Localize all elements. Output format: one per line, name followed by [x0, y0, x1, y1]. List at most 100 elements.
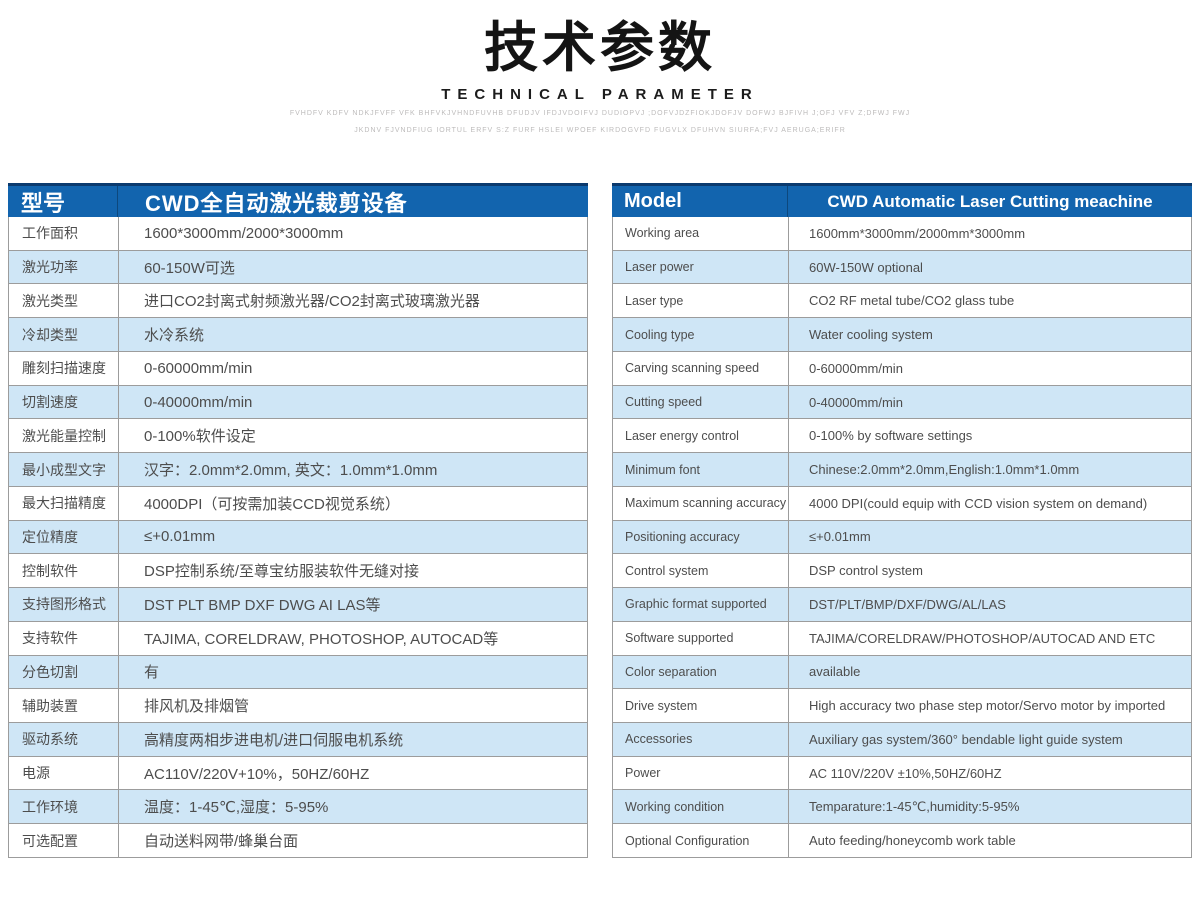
row-label: Working area — [613, 217, 789, 250]
row-label: 辅助装置 — [9, 689, 119, 723]
row-value: available — [809, 664, 861, 680]
header-label: 型号 — [8, 186, 118, 217]
row-value: Auxiliary gas system/360° bendable light… — [809, 731, 1123, 747]
row-value: ≤+0.01mm — [809, 529, 871, 545]
table-row: Working area 1600mm*3000mm/2000mm*3000mm — [613, 217, 1191, 250]
row-value: DSP控制系统/至尊宝纺服装软件无缝对接 — [144, 563, 420, 581]
table-row: 控制软件 DSP控制系统/至尊宝纺服装软件无缝对接 — [9, 553, 587, 588]
table-row: 最大扫描精度 4000DPI（可按需加装CCD视觉系统） — [9, 485, 587, 520]
row-value: 4000 DPI(could equip with CCD vision sys… — [809, 495, 1148, 511]
row-value: Water cooling system — [809, 327, 933, 343]
row-value: Temparature:1-45℃,humidity:5-95% — [809, 798, 1020, 814]
table-header-english: Model CWD Automatic Laser Cutting meachi… — [612, 183, 1192, 217]
tables-container: 型号 CWD全自动激光裁剪设备 工作面积 1600*3000mm/2000*300… — [8, 183, 1192, 858]
row-label: 可选配置 — [9, 824, 119, 857]
row-label: Cutting speed — [613, 385, 789, 419]
table-row: Cutting speed 0-40000mm/min — [613, 384, 1191, 419]
table-row: Graphic format supported DST/PLT/BMP/DXF/… — [613, 587, 1191, 621]
spec-table-english: Model CWD Automatic Laser Cutting meachi… — [612, 183, 1192, 858]
row-value: 1600*3000mm/2000*3000mm — [144, 224, 344, 242]
table-row: Minimum font Chinese:2.0mm*2.0mm,English:… — [613, 452, 1191, 486]
row-value: High accuracy two phase step motor/Servo… — [809, 698, 1166, 714]
page-title: 技术参数 — [484, 18, 716, 78]
table-row: 切割速度 0-40000mm/min — [9, 384, 587, 419]
table-row: Optional Configuration Auto feeding/honey… — [613, 823, 1191, 857]
row-label: Carving scanning speed — [613, 351, 789, 385]
table-row: 分色切割 有 — [9, 654, 587, 689]
table-row: Laser energy control 0-100% by software s… — [613, 418, 1191, 453]
row-value: Chinese:2.0mm*2.0mm,English:1.0mm*1.0mm — [809, 462, 1080, 477]
fineprint-line-2: JKDNV FJVNDFIUG IORTUL ERFV S:Z FURF HSL… — [354, 127, 846, 134]
row-label: Control system — [613, 554, 789, 588]
row-value: CO2 RF metal tube/CO2 glass tube — [809, 293, 1015, 309]
row-label: 支持软件 — [9, 621, 119, 655]
row-label: 切割速度 — [9, 385, 119, 419]
row-label: 控制软件 — [9, 554, 119, 588]
table-row: 可选配置 自动送料网带/蜂巢台面 — [9, 823, 587, 857]
header-label: Model — [612, 186, 788, 217]
row-value: 60W-150W optional — [809, 259, 923, 275]
row-value: 0-60000mm/min — [809, 360, 903, 376]
row-label: Laser energy control — [613, 419, 789, 453]
table-row: 驱动系统 高精度两相步进电机/进口伺服电机系统 — [9, 722, 587, 756]
row-value: DST/PLT/BMP/DXF/DWG/AL/LAS — [809, 596, 1006, 612]
table-row: Working condition Temparature:1-45℃,humid… — [613, 789, 1191, 824]
row-label: 最大扫描精度 — [9, 486, 119, 520]
row-label: Software supported — [613, 621, 789, 655]
table-row: Software supported TAJIMA/CORELDRAW/PHOTO… — [613, 620, 1191, 655]
header-value: CWD Automatic Laser Cutting meachine — [827, 191, 1153, 211]
row-value: 温度：1-45℃,湿度：5-95% — [144, 799, 329, 817]
row-label: 冷却类型 — [9, 318, 119, 351]
row-label: 激光类型 — [9, 284, 119, 318]
table-body-english: Working area 1600mm*3000mm/2000mm*3000mm L… — [612, 217, 1192, 858]
row-label: 定位精度 — [9, 520, 119, 554]
table-row: Power AC 110V/220V ±10%,50HZ/60HZ — [613, 755, 1191, 790]
row-label: Cooling type — [613, 318, 789, 351]
row-label: Power — [613, 756, 789, 790]
row-label: Accessories — [613, 723, 789, 756]
title-block: 技术参数 TECHNICAL PARAMETER FVHDFV KDFV NDK… — [0, 0, 1200, 139]
row-label: Optional Configuration — [613, 824, 789, 857]
row-label: 支持图形格式 — [9, 588, 119, 621]
row-value: 排风机及排烟管 — [144, 698, 250, 716]
table-row: Cooling type Water cooling system — [613, 317, 1191, 351]
table-row: 激光功率 60-150W可选 — [9, 249, 587, 284]
row-value: 0-40000mm/min — [809, 394, 903, 410]
row-value: DSP control system — [809, 563, 923, 579]
table-row: Color separation available — [613, 654, 1191, 689]
row-label: Laser type — [613, 284, 789, 318]
table-row: Maximum scanning accuracy 4000 DPI(could … — [613, 485, 1191, 520]
row-value: 0-60000mm/min — [144, 359, 253, 377]
row-label: Maximum scanning accuracy — [613, 486, 789, 520]
row-label: Positioning accuracy — [613, 520, 789, 554]
table-row: 电源 AC110V/220V+10%，50HZ/60HZ — [9, 755, 587, 790]
row-value: 4000DPI（可按需加装CCD视觉系统） — [144, 495, 400, 513]
table-row: 工作环境 温度：1-45℃,湿度：5-95% — [9, 789, 587, 824]
table-row: 辅助装置 排风机及排烟管 — [9, 688, 587, 723]
row-label: 分色切割 — [9, 655, 119, 689]
table-row: 激光能量控制 0-100%软件设定 — [9, 418, 587, 453]
table-header-chinese: 型号 CWD全自动激光裁剪设备 — [8, 183, 588, 217]
table-row: Laser type CO2 RF metal tube/CO2 glass tu… — [613, 283, 1191, 318]
row-label: 激光功率 — [9, 250, 119, 284]
table-row: Carving scanning speed 0-60000mm/min — [613, 350, 1191, 385]
row-value: 1600mm*3000mm/2000mm*3000mm — [809, 225, 1026, 241]
row-label: Color separation — [613, 655, 789, 689]
table-row: 激光类型 进口CO2封离式射频激光器/CO2封离式玻璃激光器 — [9, 283, 587, 318]
row-value: 有 — [144, 664, 160, 682]
row-value: 0-100% by software settings — [809, 428, 973, 444]
row-label: 电源 — [9, 756, 119, 790]
row-value: Auto feeding/honeycomb work table — [809, 833, 1016, 849]
row-value: 汉字：2.0mm*2.0mm, 英文：1.0mm*1.0mm — [144, 462, 438, 479]
row-value: 水冷系统 — [144, 327, 205, 345]
row-label: Working condition — [613, 790, 789, 824]
row-value: 自动送料网带/蜂巢台面 — [144, 833, 299, 851]
row-value: AC110V/220V+10%，50HZ/60HZ — [144, 765, 370, 783]
row-value: 0-100%软件设定 — [144, 428, 256, 446]
row-value: DST PLT BMP DXF DWG AI LAS等 — [144, 596, 381, 614]
table-row: 工作面积 1600*3000mm/2000*3000mm — [9, 217, 587, 250]
row-value: 进口CO2封离式射频激光器/CO2封离式玻璃激光器 — [144, 293, 480, 311]
table-body-chinese: 工作面积 1600*3000mm/2000*3000mm 激光功率 60-150W可选… — [8, 217, 588, 858]
table-row: Drive system High accuracy two phase step… — [613, 688, 1191, 723]
